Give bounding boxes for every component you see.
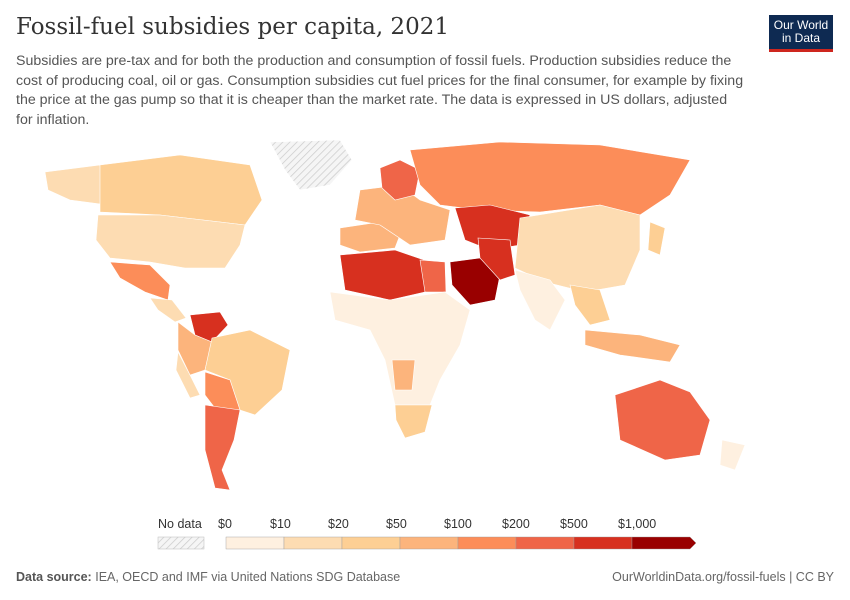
country[interactable]	[391, 359, 416, 391]
legend-bin[interactable]	[631, 536, 697, 550]
world-map	[44, 139, 746, 491]
country[interactable]	[379, 159, 421, 201]
legend-bin-label: $50	[386, 517, 407, 531]
legend-bin-label: $1,000	[618, 517, 656, 531]
chart-subtitle: Subsidies are pre-tax and for both the p…	[16, 53, 744, 128]
legend-bin[interactable]	[283, 536, 343, 550]
legend-bin-label: $0	[218, 517, 232, 531]
legend-bin[interactable]	[399, 536, 459, 550]
legend-bin[interactable]	[225, 536, 285, 550]
source-note: Data source: IEA, OECD and IMF via Unite…	[16, 570, 401, 584]
legend-bin-label: $500	[560, 517, 588, 531]
legend-bin[interactable]	[457, 536, 517, 550]
license-link[interactable]: OurWorldinData.org/fossil-fuels | CC BY	[612, 570, 834, 584]
legend-bin-label: $10	[270, 517, 291, 531]
country[interactable]	[647, 221, 666, 256]
country[interactable]	[189, 311, 229, 343]
country[interactable]	[339, 249, 431, 301]
legend-bin[interactable]	[573, 536, 633, 550]
country[interactable]	[394, 404, 433, 439]
country[interactable]	[95, 214, 246, 269]
legend-no-data-swatch	[157, 536, 205, 550]
legend-bin[interactable]	[341, 536, 401, 550]
legend-bin[interactable]	[515, 536, 575, 550]
legend-bin-label: $100	[444, 517, 472, 531]
country[interactable]	[477, 237, 516, 281]
legend-bin-label: $20	[328, 517, 349, 531]
country[interactable]	[419, 259, 447, 293]
country[interactable]	[719, 439, 746, 471]
country[interactable]	[514, 269, 566, 331]
country[interactable]	[584, 329, 681, 363]
legend-no-data-label: No data	[158, 517, 202, 531]
country[interactable]	[44, 164, 109, 206]
country[interactable]	[329, 291, 471, 406]
country[interactable]	[614, 379, 711, 461]
chart-title: Fossil-fuel subsidies per capita, 2021	[16, 14, 449, 40]
country[interactable]	[109, 261, 171, 301]
country[interactable]	[409, 141, 691, 216]
legend: No data $0 $10 $20 $50 $100 $200 $500 $1,000	[157, 517, 697, 550]
country[interactable]	[149, 297, 187, 323]
owid-logo[interactable]: Our World in Data	[769, 15, 833, 52]
legend-bin-label: $200	[502, 517, 530, 531]
country[interactable]	[175, 350, 201, 399]
country-no-data[interactable]	[269, 139, 353, 191]
country[interactable]	[569, 284, 611, 326]
country[interactable]	[204, 329, 291, 416]
country[interactable]	[99, 154, 263, 226]
country[interactable]	[204, 404, 241, 491]
